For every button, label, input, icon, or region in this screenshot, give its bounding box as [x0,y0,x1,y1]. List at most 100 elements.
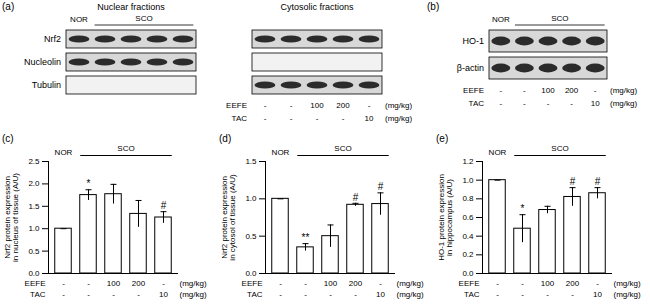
svg-text:-: - [137,290,140,299]
svg-text:EEFE: EEFE [459,279,480,288]
svg-text:-: - [329,290,332,299]
svg-text:*: * [521,203,525,214]
svg-text:β-actin: β-actin [457,63,484,73]
svg-text:NOR: NOR [55,148,73,157]
svg-text:-: - [264,114,267,123]
svg-text:100: 100 [324,279,338,288]
svg-text:-: - [496,290,499,299]
svg-text:-: - [499,99,502,108]
svg-text:Nuclear fractions: Nuclear fractions [97,2,165,12]
svg-text:1.2: 1.2 [462,157,474,166]
svg-text:#: # [570,176,576,187]
svg-text:-: - [87,290,90,299]
svg-text:#: # [353,192,359,203]
svg-text:-: - [496,279,499,288]
svg-text:-: - [571,290,574,299]
svg-text:-: - [596,279,599,288]
svg-text:(mg/kg): (mg/kg) [614,290,641,299]
svg-text:-: - [279,279,282,288]
svg-text:SCO: SCO [117,144,134,153]
svg-text:200: 200 [349,279,363,288]
svg-text:100: 100 [107,279,121,288]
svg-text:-: - [379,279,382,288]
svg-text:(mg/kg): (mg/kg) [385,114,412,123]
svg-text:200: 200 [565,86,579,95]
svg-text:0.5: 0.5 [28,247,40,256]
svg-text:1.0: 1.0 [462,176,474,185]
svg-text:SCO: SCO [135,14,152,23]
svg-text:10: 10 [591,99,600,108]
svg-text:-: - [87,279,90,288]
svg-text:Nrf2: Nrf2 [44,34,61,44]
svg-text:-: - [279,290,282,299]
svg-text:NOR: NOR [70,15,88,24]
svg-text:-: - [521,290,524,299]
svg-text:1.0: 1.0 [28,224,40,233]
svg-text:-: - [521,279,524,288]
svg-text:Nrf2 protein expressionin nucl: Nrf2 protein expressionin nucleus of tis… [3,173,20,262]
svg-text:TAC: TAC [30,290,46,299]
svg-text:(a): (a) [2,1,14,12]
svg-text:**: ** [302,232,310,243]
svg-text:0.0: 0.0 [28,269,40,278]
svg-text:2.5: 2.5 [28,157,40,166]
svg-text:-: - [594,86,597,95]
svg-text:(mg/kg): (mg/kg) [610,99,637,108]
svg-text:1.5: 1.5 [28,202,40,211]
svg-text:100: 100 [541,279,555,288]
svg-text:NOR: NOR [492,15,510,24]
svg-text:EEFE: EEFE [25,279,46,288]
svg-text:-: - [290,114,293,123]
svg-text:200: 200 [132,279,146,288]
svg-text:10: 10 [159,290,168,299]
svg-text:TAC: TAC [464,290,480,299]
svg-text:-: - [547,99,550,108]
svg-text:2.0: 2.0 [28,179,40,188]
svg-text:NOR: NOR [489,148,507,157]
svg-text:HO-1 protein expressionin hipp: HO-1 protein expressionin hippocampus (A… [437,174,454,261]
svg-text:TAC: TAC [232,114,248,123]
svg-text:-: - [304,290,307,299]
svg-text:-: - [162,279,165,288]
svg-text:10: 10 [365,114,374,123]
svg-text:Tubulin: Tubulin [32,80,61,90]
svg-text:-: - [62,279,65,288]
svg-text:-: - [546,290,549,299]
svg-text:HO-1: HO-1 [462,36,484,46]
svg-text:-: - [570,99,573,108]
svg-text:0.4: 0.4 [462,232,474,241]
svg-text:100: 100 [541,86,555,95]
svg-text:(mg/kg): (mg/kg) [385,101,412,110]
svg-text:(mg/kg): (mg/kg) [180,290,207,299]
svg-text:(mg/kg): (mg/kg) [614,279,641,288]
svg-text:Nucleolin: Nucleolin [24,57,61,67]
svg-text:-: - [62,290,65,299]
svg-text:-: - [523,99,526,108]
svg-text:100: 100 [310,101,324,110]
svg-text:0.0: 0.0 [245,269,257,278]
svg-text:(mg/kg): (mg/kg) [397,279,424,288]
svg-text:-: - [342,114,345,123]
svg-text:TAC: TAC [469,99,485,108]
svg-text:1.0: 1.0 [245,194,257,203]
svg-text:SCO: SCO [334,144,351,153]
svg-text:TAC: TAC [247,290,263,299]
svg-text:-: - [499,86,502,95]
svg-text:Cytosolic fractions: Cytosolic fractions [280,2,354,12]
svg-text:SCO: SCO [551,14,568,23]
svg-text:NOR: NOR [272,148,290,157]
svg-text:1.5: 1.5 [245,157,257,166]
svg-text:SCO: SCO [551,144,568,153]
svg-text:0.0: 0.0 [462,269,474,278]
svg-text:Nrf2 protein expressionin cyto: Nrf2 protein expressionin cytosol of tis… [220,174,237,261]
svg-text:200: 200 [336,101,350,110]
svg-text:#: # [378,181,384,192]
svg-text:(b): (b) [427,1,439,12]
svg-text:*: * [87,178,91,189]
svg-text:-: - [354,290,357,299]
svg-text:200: 200 [566,279,580,288]
svg-text:-: - [304,279,307,288]
svg-text:-: - [112,290,115,299]
svg-text:-: - [316,114,319,123]
svg-text:#: # [595,176,601,187]
